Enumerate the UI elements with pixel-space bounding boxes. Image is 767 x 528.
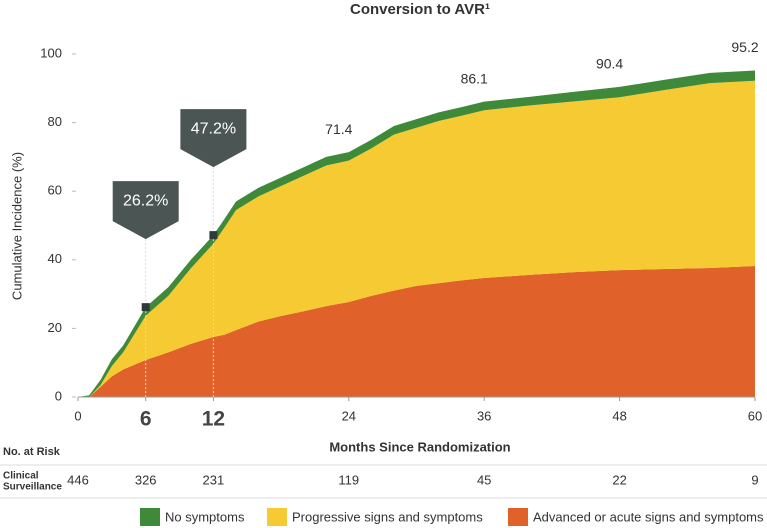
risk-value: 446 bbox=[67, 472, 89, 487]
callout-label: 47.2% bbox=[191, 120, 236, 137]
annotation: 95.2 bbox=[731, 39, 758, 55]
annotation: 86.1 bbox=[461, 70, 488, 86]
row-label: Clinical bbox=[3, 471, 39, 482]
x-tick-label: 60 bbox=[748, 408, 762, 423]
area bbox=[78, 80, 755, 397]
x-tick-label: 0 bbox=[74, 408, 81, 423]
point-marker bbox=[141, 303, 150, 312]
legend-swatch bbox=[508, 508, 528, 526]
legend-swatch bbox=[267, 508, 287, 526]
x-tick-label: 36 bbox=[477, 408, 491, 423]
legend-label: Progressive signs and symptoms bbox=[292, 509, 483, 524]
x-axis-label: Months Since Randomization bbox=[329, 439, 510, 454]
y-tick-label: 60 bbox=[48, 183, 62, 198]
annotation: 71.4 bbox=[325, 121, 352, 137]
row-label: Surveillance bbox=[3, 482, 62, 493]
risk-value: 9 bbox=[751, 472, 758, 487]
chart-title: Conversion to AVR¹ bbox=[350, 1, 490, 18]
risk-table-title: No. at Risk bbox=[3, 446, 61, 458]
risk-value: 22 bbox=[612, 472, 626, 487]
risk-value: 119 bbox=[338, 472, 359, 487]
risk-value: 231 bbox=[203, 472, 225, 487]
annotation: 90.4 bbox=[596, 56, 623, 72]
legend-label: Advanced or acute signs and symptoms bbox=[533, 509, 764, 524]
y-tick-label: 100 bbox=[40, 45, 62, 60]
callout-label: 26.2% bbox=[123, 192, 168, 209]
risk-value: 326 bbox=[135, 472, 157, 487]
y-tick-label: 20 bbox=[48, 320, 62, 335]
area bbox=[78, 265, 755, 397]
x-tick-label: 48 bbox=[612, 408, 626, 423]
x-tick-label: 6 bbox=[140, 408, 152, 431]
y-tick-label: 0 bbox=[55, 388, 62, 403]
point-marker bbox=[209, 231, 218, 240]
legend-swatch bbox=[140, 508, 160, 526]
legend-label: No symptoms bbox=[165, 509, 245, 524]
x-tick-label: 24 bbox=[342, 408, 356, 423]
y-tick-label: 80 bbox=[48, 114, 62, 129]
x-tick-label: 12 bbox=[202, 408, 225, 431]
y-axis-label: Cumulative Incidence (%) bbox=[9, 152, 24, 300]
callout-box bbox=[180, 109, 247, 168]
callout-box bbox=[112, 181, 179, 240]
risk-value: 45 bbox=[477, 472, 491, 487]
y-tick-label: 40 bbox=[48, 251, 62, 266]
